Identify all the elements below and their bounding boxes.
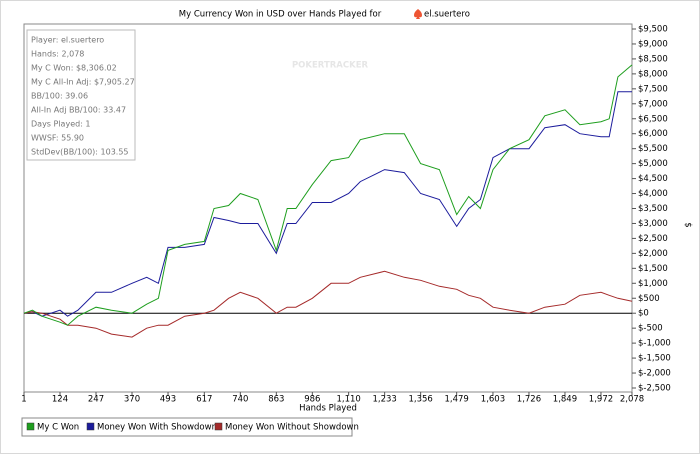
y-tick-label: $-2,500 (638, 384, 671, 394)
info-box (26, 29, 136, 161)
y-tick-label: $2,000 (638, 249, 668, 259)
y-tick-label: $7,000 (638, 99, 668, 109)
x-tick-label: 1 (21, 395, 26, 405)
y-tick-label: $8,500 (638, 54, 668, 64)
y-tick-label: $7,500 (638, 84, 668, 94)
y-tick-label: $-500 (638, 324, 663, 334)
y-tick-label: $4,500 (638, 174, 668, 184)
x-axis-title: Hands Played (299, 404, 357, 414)
y-tick-label: $5,000 (638, 159, 668, 169)
x-tick-label: 124 (52, 395, 68, 405)
legend-swatch (86, 422, 95, 431)
info-line: My C Won: $8,306.02 (31, 64, 117, 73)
y-tick-label: $1,000 (638, 279, 668, 289)
info-line: Hands: 2,078 (31, 50, 84, 59)
x-tick-label: 1,726 (517, 395, 541, 405)
y-tick-label: $1,500 (638, 264, 668, 274)
chart-title-player: el.suertero (424, 10, 470, 20)
info-line: Player: el.suertero (31, 36, 104, 45)
series-line (23, 64, 633, 326)
legend-label: Money Won With Showdown (97, 423, 217, 433)
x-tick-label: 1,110 (336, 395, 360, 405)
x-tick-label: 617 (196, 395, 212, 405)
y-tick-label: $6,000 (638, 129, 668, 139)
info-line: My C All-In Adj: $7,905.27 (31, 78, 135, 87)
info-line: Days Played: 1 (31, 120, 91, 129)
title-icon (414, 9, 422, 19)
y-tick-label: $9,500 (638, 25, 668, 35)
x-tick-label: 2,078 (620, 395, 644, 405)
y-axis-title: $ (683, 222, 693, 227)
info-line: StdDev(BB/100): 103.55 (31, 148, 129, 157)
x-tick-label: 1,603 (481, 395, 505, 405)
y-tick-label: $8,000 (638, 69, 668, 79)
watermark: POKERTRACKER (292, 61, 369, 71)
series-line (23, 91, 632, 317)
x-tick-label: 1,479 (444, 395, 468, 405)
legend (21, 417, 353, 437)
y-tick-label: $500 (638, 294, 660, 304)
x-tick-label: 986 (304, 395, 320, 405)
x-tick-label: 1,233 (372, 395, 396, 405)
chart-title: My Currency Won in USD over Hands Played… (179, 10, 382, 20)
y-tick-label: $-2,000 (638, 369, 671, 379)
y-tick-label: $4,000 (638, 189, 668, 199)
y-tick-label: $-1,500 (638, 354, 671, 364)
legend-label: My C Won (37, 423, 79, 433)
info-group: Player: el.suertero Hands: 2,078 My C Won:… (31, 36, 135, 157)
series-line (23, 270, 633, 338)
x-tick-label: 493 (160, 395, 176, 405)
info-line: WWSF: 55.90 (31, 134, 84, 143)
y-tick-label: $5,500 (638, 144, 668, 154)
y-tick-label: $9,000 (638, 39, 668, 49)
x-tick-label: 740 (232, 395, 248, 405)
y-tick-label: $3,500 (638, 204, 668, 214)
legend-label: Money Won Without Showdown (225, 423, 359, 433)
x-tick-label: 1,972 (589, 395, 613, 405)
y-tick-label: $-1,000 (638, 339, 671, 349)
info-line: BB/100: 39.06 (31, 92, 88, 101)
x-tick-label: 370 (124, 395, 140, 405)
x-tick-label: 863 (268, 395, 284, 405)
y-tick-label: $0 (638, 309, 649, 319)
x-tick-label: 1,849 (553, 395, 577, 405)
y-tick-label: $2,500 (638, 234, 668, 244)
y-tick-label: $6,500 (638, 114, 668, 124)
legend-swatch (214, 422, 223, 431)
x-tick-label: 247 (88, 395, 104, 405)
legend-swatch (26, 422, 35, 431)
y-tick-label: $3,000 (638, 219, 668, 229)
x-tick-label: 1,356 (408, 395, 432, 405)
info-line: All-In Adj BB/100: 33.47 (31, 106, 126, 115)
